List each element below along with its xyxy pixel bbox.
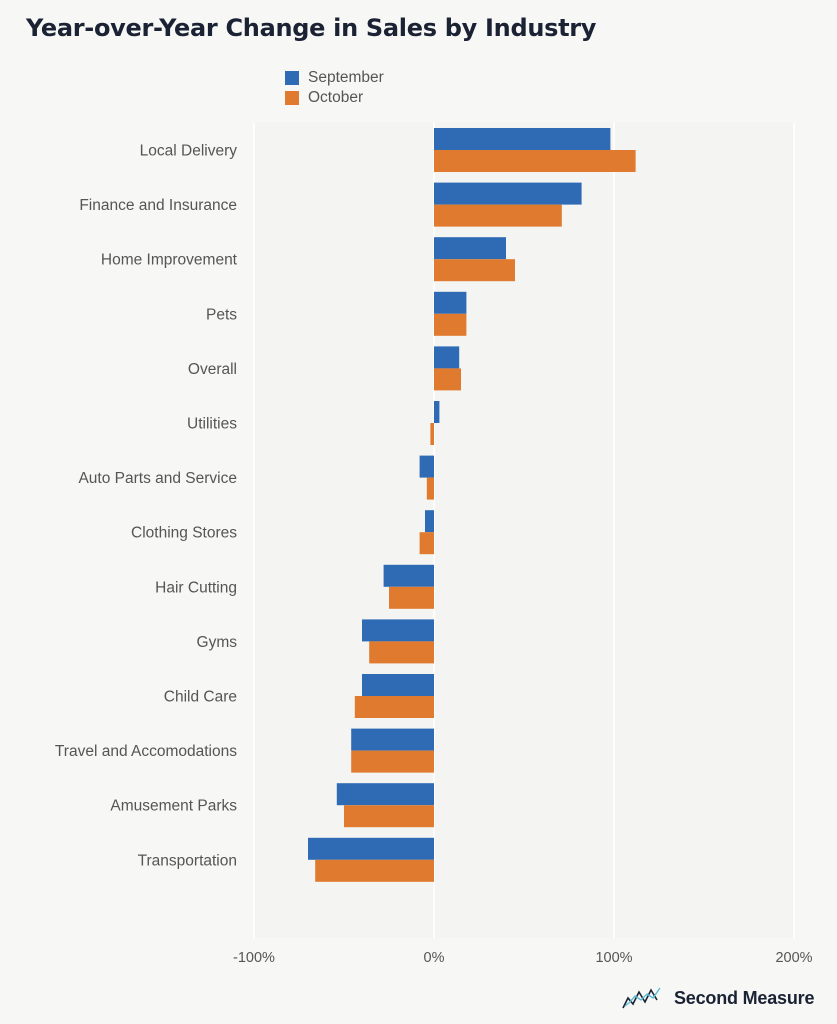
bar-september [434,237,506,260]
category-label: Home Improvement [101,252,238,269]
bar-september [434,401,440,423]
category-label: Pets [206,306,237,323]
bar-october [315,859,434,882]
brand-name: Second Measure [674,987,815,1008]
legend: September October [285,68,384,108]
bar-october [419,532,434,555]
brand-logo: Second Measure [622,984,814,1012]
bar-september [434,346,460,369]
x-tick-label: 100% [595,950,632,966]
category-label: Finance and Insurance [79,197,237,214]
bar-september [362,674,434,696]
x-tick-label: 0% [424,950,445,966]
bar-october [426,477,434,500]
legend-swatch-october [285,91,299,105]
legend-item-september: September [285,68,384,88]
category-label: Amusement Parks [110,798,237,815]
bar-september [434,291,467,314]
bar-october [430,423,434,445]
category-label: Local Delivery [140,143,238,160]
chart-line-logo-icon [622,987,661,1009]
category-label: Clothing Stores [131,525,237,542]
bar-october [434,204,562,227]
bar-september [434,128,611,150]
plot-panel [254,122,794,938]
bar-october [434,313,467,336]
bar-october [354,696,434,718]
legend-label-september: September [308,69,384,86]
x-tick-label: 200% [775,950,812,966]
bar-september [362,619,434,642]
bar-october [434,150,636,172]
legend-item-october: October [285,88,384,108]
bar-october [344,805,434,828]
bar-october [369,641,434,664]
bar-october [434,368,461,391]
bar-september [383,564,434,587]
category-label: Utilities [187,416,237,433]
legend-label-october: October [308,89,364,106]
legend-swatch-september [285,71,299,85]
bar-september [336,783,434,806]
category-label: Gyms [197,634,238,651]
category-label: Auto Parts and Service [78,470,237,487]
x-tick-label: -100% [233,950,275,966]
bar-september [425,510,434,533]
bar-september [434,182,582,205]
chart-title: Year-over-Year Change in Sales by Indust… [26,14,597,42]
bar-september [308,837,434,860]
category-label: Overall [188,361,237,378]
category-label: Transportation [138,852,237,869]
bar-october [389,586,434,609]
bar-october [434,259,515,282]
category-label: Child Care [164,689,237,706]
bar-september [419,455,434,478]
category-label: Hair Cutting [155,579,237,596]
bar-september [351,728,434,751]
bar-october [351,750,434,773]
category-label: Travel and Accomodations [55,743,237,760]
